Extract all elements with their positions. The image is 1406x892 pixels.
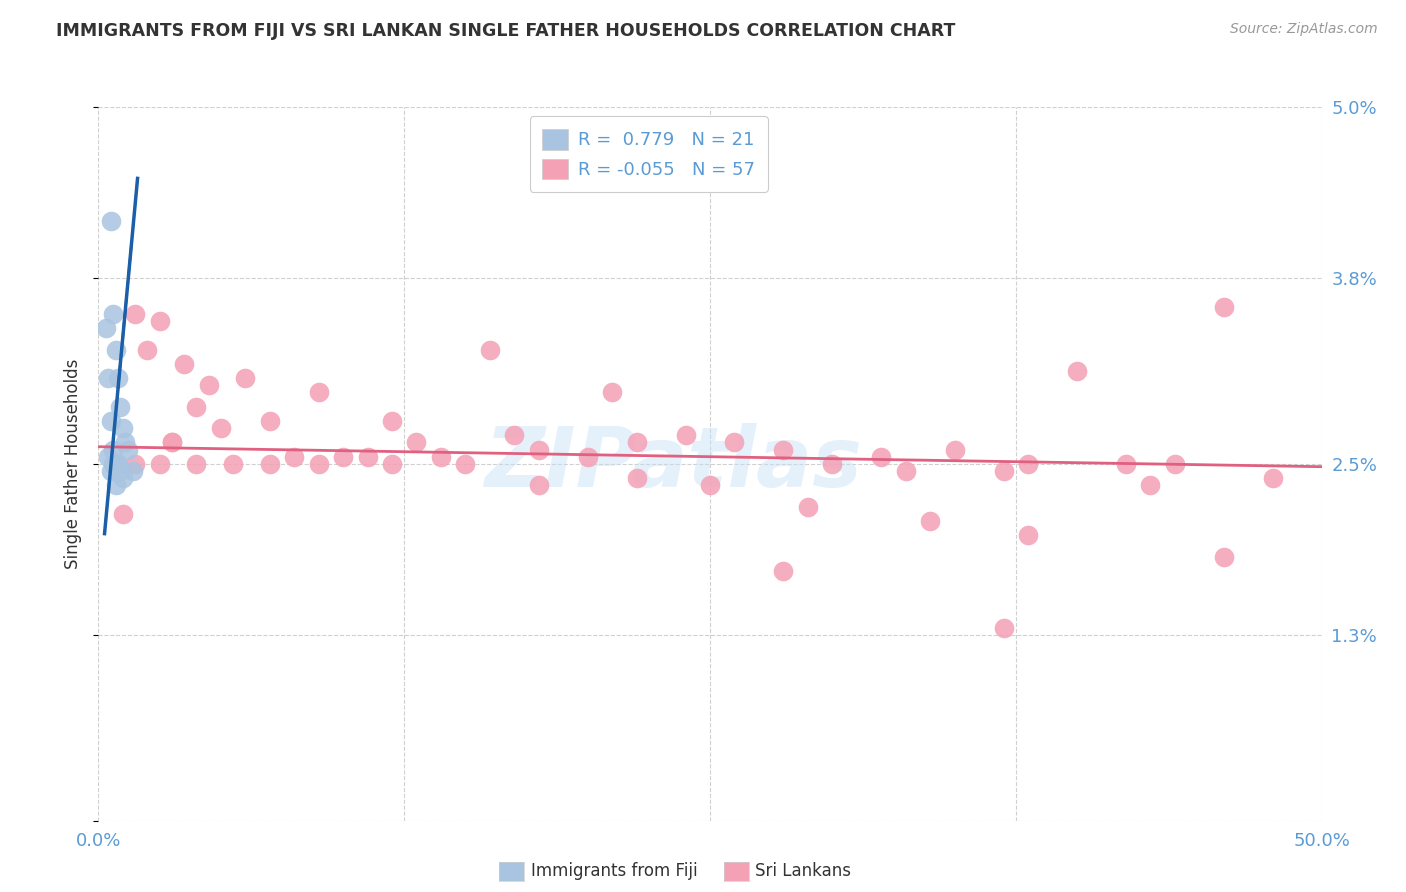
Point: [186, 400, 208, 414]
Point: [699, 478, 721, 492]
Point: [797, 500, 820, 514]
Point: [1212, 300, 1234, 314]
Text: Sri Lankans: Sri Lankans: [755, 863, 851, 880]
Point: [173, 357, 195, 371]
Point: [111, 421, 134, 435]
Point: [405, 435, 427, 450]
Point: [121, 464, 143, 478]
Point: [772, 564, 794, 578]
Point: [527, 442, 550, 457]
Point: [111, 471, 134, 485]
Point: [920, 514, 942, 528]
Point: [381, 414, 404, 428]
Point: [454, 457, 477, 471]
Point: [1212, 549, 1234, 564]
Point: [107, 457, 129, 471]
Point: [97, 371, 120, 385]
Point: [283, 450, 305, 464]
Point: [233, 371, 256, 385]
Point: [1066, 364, 1088, 378]
Point: [186, 457, 208, 471]
Point: [197, 378, 219, 392]
Point: [100, 414, 122, 428]
Point: [259, 414, 281, 428]
Text: IMMIGRANTS FROM FIJI VS SRI LANKAN SINGLE FATHER HOUSEHOLDS CORRELATION CHART: IMMIGRANTS FROM FIJI VS SRI LANKAN SINGL…: [56, 22, 956, 40]
Point: [222, 457, 245, 471]
Point: [1261, 471, 1284, 485]
Point: [94, 321, 117, 335]
Point: [104, 478, 127, 492]
Point: [100, 464, 122, 478]
Point: [160, 435, 183, 450]
Point: [110, 400, 132, 414]
Point: [209, 421, 232, 435]
Point: [870, 450, 893, 464]
Text: Source: ZipAtlas.com: Source: ZipAtlas.com: [1230, 22, 1378, 37]
Point: [626, 435, 648, 450]
Y-axis label: Single Father Households: Single Father Households: [65, 359, 83, 569]
Point: [149, 457, 172, 471]
Point: [149, 314, 172, 328]
Point: [101, 307, 124, 321]
Point: [114, 435, 136, 450]
Point: [772, 442, 794, 457]
Point: [600, 385, 623, 400]
Point: [1017, 457, 1039, 471]
Point: [943, 442, 966, 457]
Point: [723, 435, 745, 450]
Point: [100, 214, 122, 228]
Point: [160, 435, 183, 450]
Point: [101, 457, 124, 471]
Point: [124, 307, 146, 321]
Point: [136, 343, 159, 357]
Point: [527, 478, 550, 492]
Point: [430, 450, 453, 464]
Point: [381, 457, 404, 471]
Point: [124, 457, 146, 471]
Point: [1139, 478, 1161, 492]
Point: [308, 457, 330, 471]
Point: [626, 471, 648, 485]
Point: [111, 507, 134, 521]
Point: [104, 343, 127, 357]
Point: [101, 442, 124, 457]
Point: [993, 621, 1015, 635]
Point: [332, 450, 354, 464]
Point: [1115, 457, 1137, 471]
Point: [503, 428, 526, 442]
Point: [821, 457, 844, 471]
Text: Immigrants from Fiji: Immigrants from Fiji: [531, 863, 699, 880]
Point: [675, 428, 697, 442]
Point: [110, 464, 132, 478]
Point: [1017, 528, 1039, 542]
Text: ZIPatlas: ZIPatlas: [485, 424, 862, 504]
Point: [894, 464, 917, 478]
Point: [993, 464, 1015, 478]
Legend: R =  0.779   N = 21, R = -0.055   N = 57: R = 0.779 N = 21, R = -0.055 N = 57: [530, 116, 768, 192]
Point: [308, 385, 330, 400]
Point: [107, 371, 129, 385]
Point: [97, 450, 120, 464]
Point: [259, 457, 281, 471]
Point: [478, 343, 501, 357]
Point: [1164, 457, 1187, 471]
Point: [356, 450, 378, 464]
Point: [576, 450, 599, 464]
Point: [117, 442, 139, 457]
Point: [104, 457, 127, 471]
